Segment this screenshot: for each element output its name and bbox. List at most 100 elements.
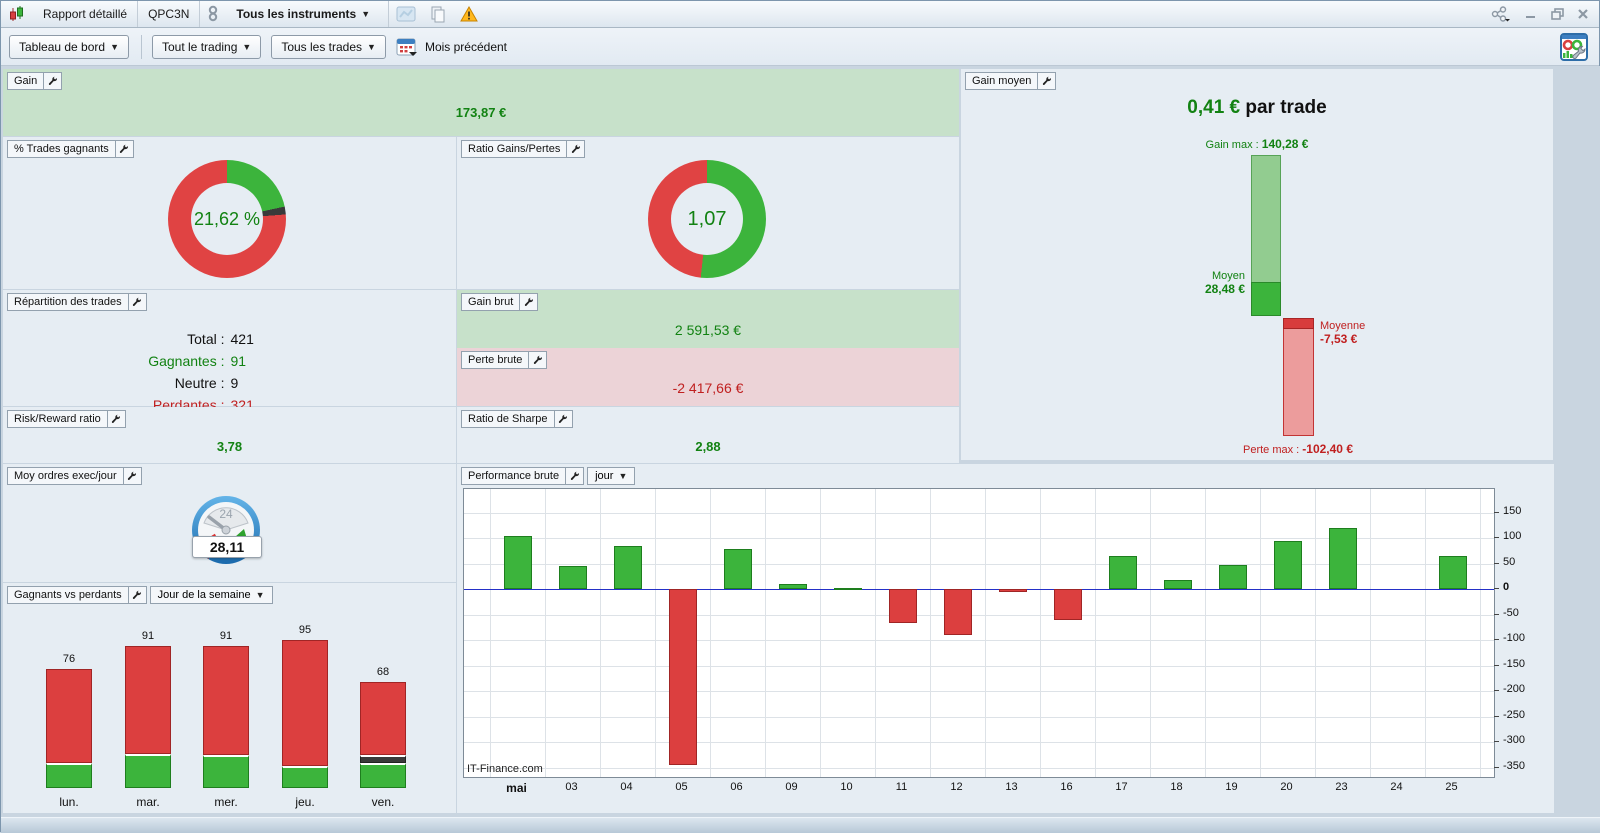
day-stacked-bar — [125, 646, 171, 788]
x-axis-label: 16 — [1060, 781, 1073, 793]
toolbar: Tableau de bord ▼ Tout le trading ▼ Tous l… — [1, 28, 1599, 66]
wrench-icon[interactable] — [554, 410, 573, 428]
x-axis-label: 11 — [895, 781, 908, 793]
chevron-down-icon: ▼ — [110, 41, 119, 52]
wrench-icon[interactable] — [115, 140, 134, 158]
chart-snapshot-icon[interactable] — [388, 1, 423, 27]
period-label: Mois précédent — [424, 39, 507, 54]
wrench-icon[interactable] — [567, 140, 586, 158]
close-icon[interactable] — [1575, 6, 1591, 22]
title-bar: Rapport détaillé QPC3N Tous les instrume… — [1, 1, 1599, 28]
repartition-rows: Total :421 Gagnantes :91 Neutre :9 Perdante… — [3, 328, 456, 416]
wrench-icon[interactable] — [529, 351, 548, 369]
day-stacked-bar — [360, 681, 406, 788]
gain-moyen-value: 0,41 € — [1187, 97, 1241, 118]
candlestick-icon — [1, 1, 33, 27]
panel-risk-reward: Risk/Reward ratio 3,78 — [3, 407, 456, 463]
gain-moyen-suffix: par trade — [1240, 97, 1327, 118]
svg-text:24: 24 — [219, 507, 233, 521]
dashboard-dropdown-label: Tableau de bord — [19, 39, 106, 54]
x-axis-label: 03 — [565, 781, 578, 793]
y-tick-label: 150 — [1503, 504, 1522, 517]
performance-bar — [1108, 556, 1137, 590]
panel-perte-brute: Perte brute -2 417,66 € — [457, 348, 959, 406]
wrench-icon[interactable] — [1038, 72, 1057, 90]
day-bar-total: 76 — [62, 653, 76, 666]
x-axis-label: 05 — [675, 781, 688, 793]
wrench-icon[interactable] — [44, 72, 63, 90]
wrench-icon[interactable] — [520, 293, 539, 311]
panel-gagnants-vs-perdants: Gagnants vs perdants Jour de la semaine ▼… — [3, 583, 456, 813]
period-granularity-dropdown[interactable]: jour ▼ — [587, 467, 636, 485]
ratio-value: 1,07 — [687, 207, 727, 230]
panel-moy-ordres-title: Moy ordres exec/jour — [7, 467, 124, 485]
x-axis-label: 13 — [1005, 781, 1018, 793]
wrench-icon[interactable] — [566, 467, 585, 485]
instrument-selector[interactable]: Tous les instruments ▼ — [226, 1, 380, 27]
dashboard-config-button[interactable] — [1557, 32, 1591, 62]
y-tick-label: -350 — [1503, 759, 1526, 772]
performance-bar — [723, 548, 752, 590]
tab-instrument-code[interactable]: QPC3N — [138, 1, 201, 27]
performance-bar — [833, 588, 862, 591]
period-selector[interactable]: Mois précédent — [396, 37, 507, 57]
x-axis-label: mai — [506, 781, 527, 795]
donut-hole — [191, 183, 263, 255]
share-icon[interactable] — [1489, 6, 1513, 22]
moyenne-label: Moyenne -7,53 € — [1320, 320, 1366, 347]
gain-avg-segment — [1251, 281, 1281, 317]
chevron-down-icon: ▼ — [618, 471, 628, 481]
performance-bar — [1273, 540, 1302, 590]
warning-icon[interactable] — [453, 1, 485, 27]
wrench-icon[interactable] — [107, 410, 126, 428]
chevron-down-icon: ▼ — [242, 41, 252, 52]
gain-max-label: Gain max : 140,28 € — [1205, 137, 1309, 151]
panel-performance: Performance brute jour ▼ IT-Finance.com 1… — [457, 464, 1554, 813]
y-tick-label: -100 — [1503, 632, 1526, 645]
restore-button[interactable] — [1549, 6, 1565, 22]
panel-perte-brute-title: Perte brute — [461, 351, 530, 369]
x-axis-label: 17 — [1115, 781, 1128, 793]
minimize-button[interactable] — [1523, 6, 1539, 22]
panel-ratio-title: Ratio Gains/Pertes — [461, 140, 568, 158]
y-tick-label: -50 — [1503, 606, 1519, 619]
trades-filter-dropdown[interactable]: Tous les trades ▼ — [271, 34, 386, 59]
y-tick-label: -300 — [1503, 734, 1526, 747]
risk-reward-value: 3,78 — [216, 439, 243, 454]
instrument-selector-label: Tous les instruments — [236, 7, 357, 21]
day-of-week-chart: 76 lun. 91 mar. 91 mer. 95 jeu. 68 ven. — [3, 583, 456, 813]
donut-hole — [671, 183, 743, 255]
day-bar-total: 68 — [376, 665, 390, 678]
day-label: ven. — [371, 795, 395, 809]
panel-gain-brut: Gain brut 2 591,53 € — [457, 290, 959, 348]
panel-sharpe-title: Ratio de Sharpe — [461, 410, 555, 428]
performance-bar — [1053, 589, 1082, 620]
toolbar-separator — [141, 34, 142, 59]
wrench-icon[interactable] — [128, 293, 147, 311]
day-label: jeu. — [295, 795, 315, 809]
trading-scope-dropdown[interactable]: Tout le trading ▼ — [152, 34, 262, 59]
moyen-label: Moyen 28,48 € — [1204, 270, 1245, 297]
dashboard-dropdown[interactable]: Tableau de bord ▼ — [9, 34, 129, 59]
y-tick-label: -200 — [1503, 683, 1526, 696]
day-of-week-dropdown[interactable]: Jour de la semaine ▼ — [149, 586, 273, 604]
orders-gauge: 24 28,11 — [190, 494, 262, 588]
panel-gagnants-title: Gagnants vs perdants — [7, 586, 129, 604]
day-label: mer. — [214, 795, 238, 809]
tab-rapport-detaille[interactable]: Rapport détaillé — [33, 1, 139, 27]
pct-trades-value: 21,62 % — [193, 208, 261, 229]
performance-bar — [1328, 528, 1357, 590]
panel-performance-title: Performance brute — [461, 467, 567, 485]
perte-max-label: Perte max : -102,40 € — [1242, 442, 1353, 457]
copy-icon[interactable] — [423, 1, 453, 27]
x-axis-label: 09 — [785, 781, 798, 793]
panel-repartition: Répartition des trades Total :421 Gagnant… — [3, 290, 456, 413]
gain-brut-value: 2 591,53 € — [674, 322, 742, 338]
wrench-icon[interactable] — [128, 586, 147, 604]
performance-bar — [1438, 556, 1467, 590]
wrench-icon[interactable] — [123, 467, 142, 485]
perte-max-bar — [1283, 318, 1314, 437]
chevron-down-icon: ▼ — [255, 590, 265, 600]
link-icon[interactable] — [200, 1, 226, 27]
day-stacked-bar — [282, 639, 328, 788]
